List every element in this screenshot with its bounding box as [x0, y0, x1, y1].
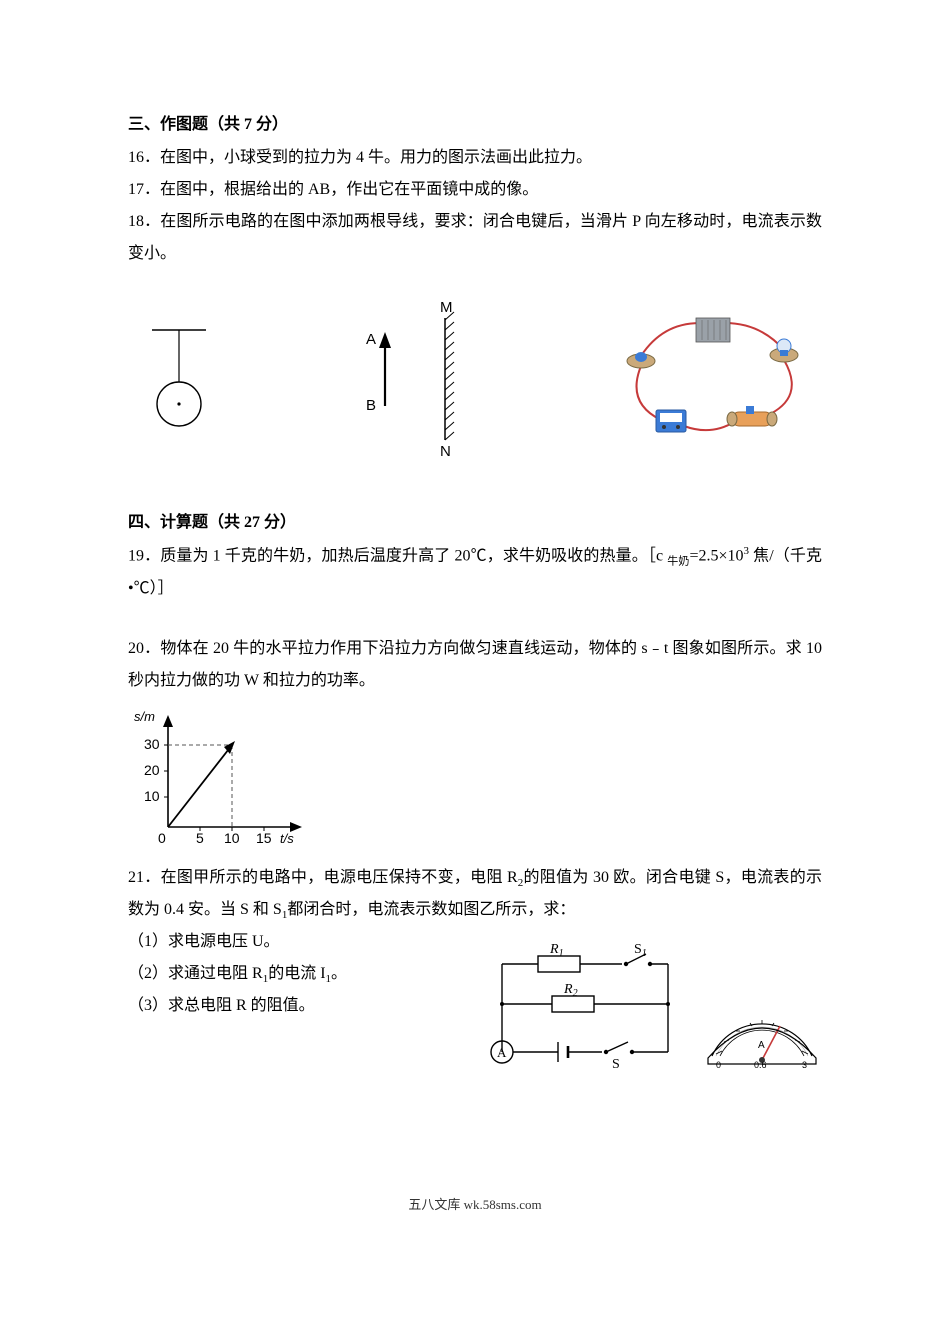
q19-sub: 牛奶 [667, 556, 689, 568]
q19-b: =2.5×10 [689, 547, 743, 564]
label-R1: R1 [549, 944, 564, 959]
fig16-svg [134, 318, 224, 438]
q19-a: 19．质量为 1 千克的牛奶，加热后温度升高了 20℃，求牛奶吸收的热量。［c [128, 547, 667, 564]
amm-left: 0 [716, 1060, 721, 1070]
graph20-y30: 30 [144, 736, 160, 752]
q20-text: 20．物体在 20 牛的水平拉力作用下沿拉力方向做匀速直线运动，物体的 s﹣t … [128, 633, 822, 697]
q16-text: 16．在图中，小球受到的拉力为 4 牛。用力的图示法画出此拉力。 [128, 142, 822, 174]
q17-text: 17．在图中，根据给出的 AB，作出它在平面镜中成的像。 [128, 174, 822, 206]
label-B: B [366, 397, 376, 414]
graph20-y10: 10 [144, 788, 160, 804]
q19-text: 19．质量为 1 千克的牛奶，加热后温度升高了 20℃，求牛奶吸收的热量。［c … [128, 540, 822, 605]
q21-2: （2）求通过电阻 R1的电流 I1。 [128, 958, 454, 990]
fig17-svg: M N [330, 298, 500, 458]
graph20-x15: 15 [256, 830, 272, 846]
label-M: M [440, 299, 453, 316]
graph20-x5: 5 [196, 830, 204, 846]
label-A: A [366, 331, 376, 348]
label-S: S [612, 1057, 620, 1072]
q21-3: （3）求总电阻 R 的阻值。 [128, 990, 454, 1022]
graph20-xlabel: t/s [280, 831, 294, 846]
footer: 五八文库 wk.58sms.com [128, 1194, 822, 1213]
q21-left: （1）求电源电压 U。 （2）求通过电阻 R1的电流 I1。 （3）求总电阻 R… [128, 926, 454, 1022]
q21-2a: （2）求通过电阻 R [128, 965, 263, 982]
ammeter21-svg: 0 0.6 3 A [702, 1004, 822, 1074]
q21-2c: 。 [331, 965, 347, 982]
q21-a3: 都闭合时，电流表示数如图乙所示，求： [287, 901, 575, 918]
page: 三、作图题（共 7 分） 16．在图中，小球受到的拉力为 4 牛。用力的图示法画… [0, 0, 950, 1253]
amm-A: A [758, 1040, 765, 1051]
fig16 [134, 318, 224, 438]
label-S1: S1 [634, 944, 647, 959]
q21-a: 21．在图甲所示的电路中，电源电压保持不变，电阻 R [128, 869, 518, 886]
graph20-y20: 20 [144, 762, 160, 778]
graph20-zero: 0 [158, 830, 166, 846]
label-R2: R2 [563, 982, 578, 999]
amm-mid: 0.6 [754, 1060, 767, 1070]
graph20-x10: 10 [224, 830, 240, 846]
fig17: M N [330, 298, 500, 458]
q21-row: （1）求电源电压 U。 （2）求通过电阻 R1的电流 I1。 （3）求总电阻 R… [128, 926, 822, 1074]
label-A: A [497, 1045, 507, 1060]
q21-2b: 的电流 I [268, 965, 325, 982]
graph20-ylabel: s/m [134, 709, 155, 724]
q21-text: 21．在图甲所示的电路中，电源电压保持不变，电阻 R2的阻值为 30 欧。闭合电… [128, 862, 822, 926]
q21-1: （1）求电源电压 U。 [128, 926, 454, 958]
fig18 [606, 308, 816, 448]
figure-row-section3: M N [128, 298, 822, 458]
amm-right: 3 [802, 1060, 807, 1070]
label-N: N [440, 443, 451, 458]
graph20-svg: s/m 30 20 10 0 5 10 15 t/s [128, 703, 308, 853]
q21-right: R1 S1 R2 A [478, 944, 822, 1074]
fig18-svg [606, 308, 816, 448]
section3-title: 三、作图题（共 7 分） [128, 110, 822, 134]
circuit21-svg: R1 S1 R2 A [478, 944, 688, 1074]
q18-text: 18．在图所示电路的在图中添加两根导线，要求：闭合电键后，当滑片 P 向左移动时… [128, 206, 822, 270]
section4-title: 四、计算题（共 27 分） [128, 508, 822, 532]
graph20: s/m 30 20 10 0 5 10 15 t/s [128, 703, 822, 858]
